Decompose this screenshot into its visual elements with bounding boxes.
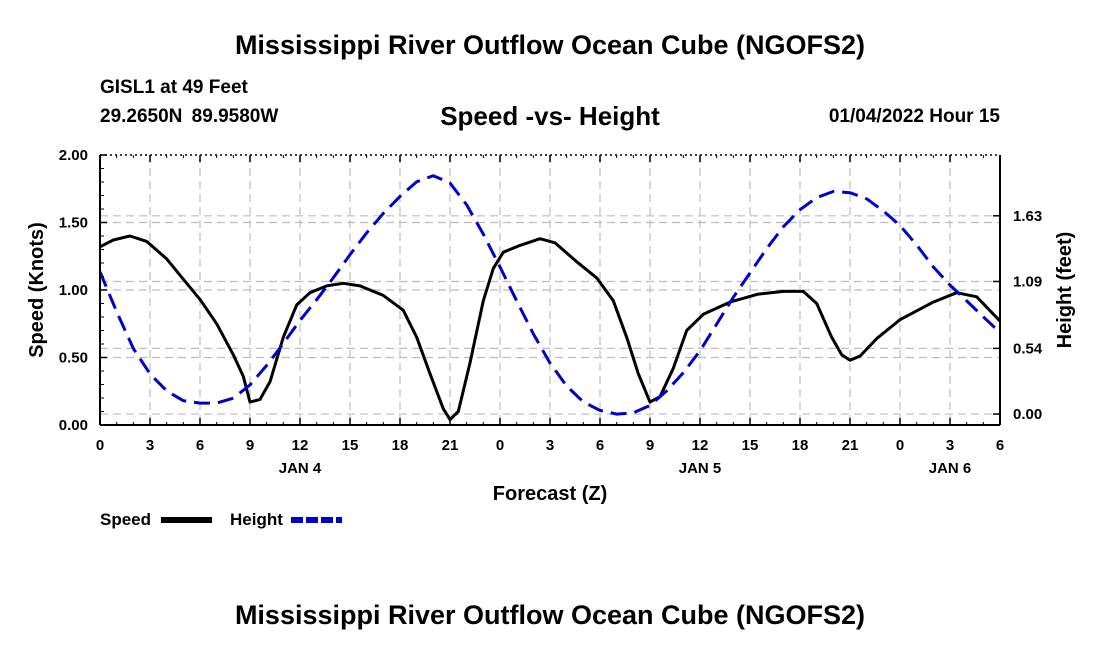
x-tick-label: 9 (246, 437, 254, 454)
y2-tick-label: 1.09 (1013, 273, 1042, 290)
y2-tick-label: 0.00 (1013, 406, 1042, 423)
x-tick-label: 0 (896, 437, 904, 454)
forecast-datetime: 01/04/2022 Hour 15 (828, 106, 1000, 127)
x-tick-label: 18 (392, 437, 409, 454)
x-tick-label: 3 (546, 437, 554, 454)
legend-label-height: Height (230, 510, 283, 529)
main-title: Mississippi River Outflow Ocean Cube (NG… (234, 30, 866, 60)
x-tick-label: 0 (96, 437, 104, 454)
x-tick-label: 12 (692, 437, 709, 454)
x-axis-title: Forecast (Z) (493, 483, 607, 505)
grid-layer (100, 155, 1000, 425)
y2-tick-label: 1.63 (1013, 208, 1042, 225)
x-tick-label: 15 (742, 437, 759, 454)
x-tick-label: 18 (792, 437, 809, 454)
x-tick-label: 21 (442, 437, 459, 454)
y-tick-label: 2.00 (59, 147, 88, 164)
y2-axis-title: Height (feet) (1054, 232, 1076, 349)
date-label: JAN 4 (279, 460, 322, 477)
axis-layer: 0 3 6 9 12 15 18 21 0 3 6 9 12 15 18 21 0 3 6 0.00 0.50 1.00 1… (59, 147, 1043, 477)
series-layer (98, 174, 1002, 422)
legend: Speed Height (100, 510, 342, 529)
x-tick-label: 3 (146, 437, 154, 454)
y-tick-label: 0.00 (59, 417, 88, 434)
x-tick-label: 6 (996, 437, 1004, 454)
y-tick-label: 1.00 (59, 282, 88, 299)
date-label: JAN 6 (929, 460, 972, 477)
legend-label-speed: Speed (100, 510, 151, 529)
chart-subtitle: Speed -vs- Height (440, 101, 660, 131)
x-tick-label: 15 (342, 437, 359, 454)
station-coordinates: 29.2650N 89.9580W (100, 106, 279, 127)
x-tick-label: 0 (496, 437, 504, 454)
x-tick-label: 9 (646, 437, 654, 454)
series-line-height (98, 174, 1002, 416)
x-tick-label: 6 (596, 437, 604, 454)
speed-height-chart: 0 3 6 9 12 15 18 21 0 3 6 9 12 15 18 21 0 3 6 0.00 0.50 1.00 1… (26, 147, 1076, 529)
x-tick-label: 12 (292, 437, 309, 454)
y-tick-label: 0.50 (59, 350, 88, 367)
y2-tick-label: 0.54 (1013, 340, 1043, 357)
y-tick-label: 1.50 (59, 215, 88, 232)
date-label: JAN 5 (679, 460, 722, 477)
station-label: GISL1 at 49 Feet (100, 77, 248, 98)
footer-title: Mississippi River Outflow Ocean Cube (NG… (234, 600, 866, 630)
x-tick-label: 6 (196, 437, 204, 454)
x-tick-label: 3 (946, 437, 954, 454)
x-tick-label: 21 (842, 437, 859, 454)
y-axis-title: Speed (Knots) (26, 222, 48, 358)
